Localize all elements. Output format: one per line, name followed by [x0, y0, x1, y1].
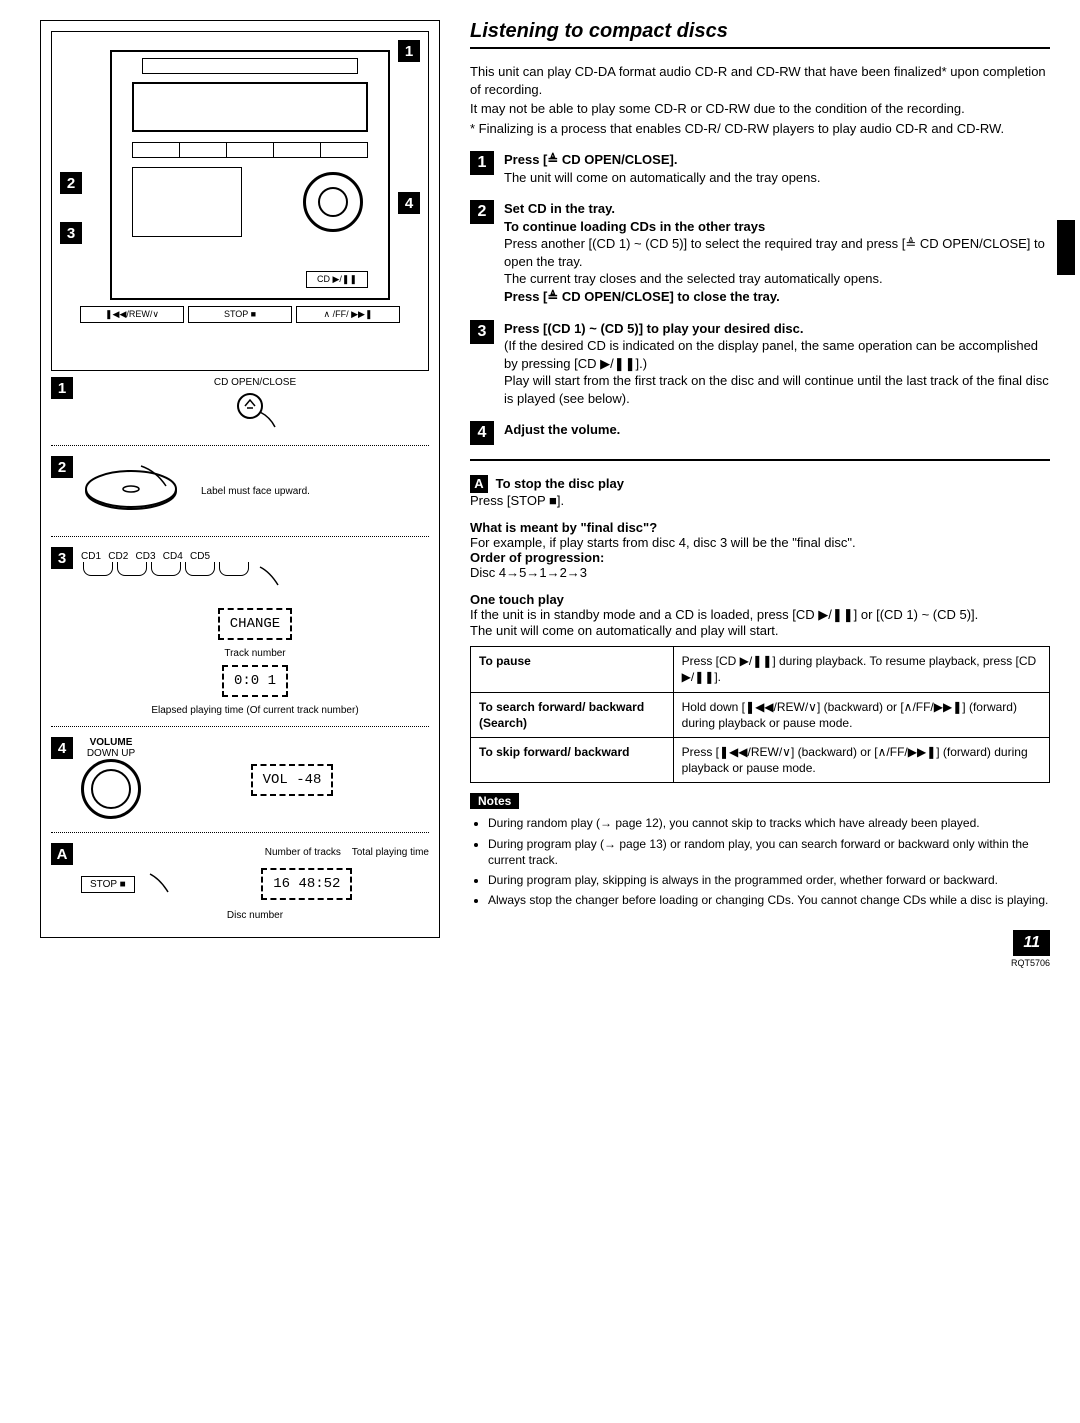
lcd-total: 16 48:52 — [261, 868, 352, 900]
order-label: Order of progression: — [470, 550, 604, 565]
note-item: During program play, skipping is always … — [488, 872, 1050, 888]
stereo-unit-illustration: CD ▶/❚❚ — [110, 50, 390, 300]
lcd-volume: VOL -48 — [251, 764, 334, 796]
total-time-caption: Total playing time — [352, 847, 429, 858]
note-item: During random play (→ page 12), you cann… — [488, 815, 1050, 831]
cd-open-close-label: CD OPEN/CLOSE — [81, 377, 429, 388]
stop-button-label: STOP ■ — [188, 306, 292, 323]
notes-label: Notes — [470, 793, 519, 809]
cd5-label: CD5 — [190, 551, 210, 562]
step-2-title: Set CD in the tray. — [504, 200, 1050, 218]
instructions-column: Compact disc operations Listening to com… — [460, 20, 1050, 938]
ff-button-label: ∧ /FF/ ▶▶❚ — [296, 306, 400, 323]
open-close-button-icon — [230, 392, 280, 432]
skip-label: To skip forward/ backward — [471, 738, 674, 783]
disc-number-caption: Disc number — [81, 910, 429, 921]
stop-button-fig: STOP ■ — [81, 876, 135, 893]
step-1-body: The unit will come on automatically and … — [504, 169, 1050, 187]
table-row: To pause Press [CD ▶/❚❚] during playback… — [471, 647, 1050, 692]
pause-desc: Press [CD ▶/❚❚] during playback. To resu… — [673, 647, 1049, 692]
fig-callout-4: 4 — [51, 737, 73, 759]
note-item: Always stop the changer before loading o… — [488, 892, 1050, 908]
stop-heading: To stop the disc play — [496, 476, 624, 491]
skip-desc: Press [❚◀◀/REW/∨] (backward) or [∧/FF/▶▶… — [673, 738, 1049, 783]
one-touch-body1: If the unit is in standby mode and a CD … — [470, 607, 978, 622]
side-marker — [1057, 220, 1075, 275]
section-title: Listening to compact discs — [470, 20, 1050, 49]
step-4-num: 4 — [470, 421, 494, 445]
fig-callout-a: A — [51, 843, 73, 865]
cd-play-button-label: CD ▶/❚❚ — [306, 271, 368, 288]
cd-insert-icon — [81, 456, 191, 526]
step-2-body3: Press [≜ CD OPEN/CLOSE] to close the tra… — [504, 288, 1050, 306]
step-1-title: Press [≜ CD OPEN/CLOSE]. — [504, 151, 1050, 169]
track-number-caption: Track number — [81, 648, 429, 659]
step-4-title: Adjust the volume. — [504, 421, 1050, 439]
fig-callout-3: 3 — [51, 547, 73, 569]
lcd-time: 0:0 1 — [222, 665, 288, 697]
diagram-column: 1 2 3 4 — [40, 20, 440, 938]
volume-knob-icon — [81, 759, 141, 819]
stop-letter: A — [470, 475, 488, 493]
num-tracks-caption: Number of tracks — [265, 847, 341, 858]
volume-label: VOLUME — [81, 737, 141, 748]
intro-p3: * Finalizing is a process that enables C… — [470, 120, 1050, 138]
search-desc: Hold down [❚◀◀/REW/∨] (backward) or [∧/F… — [673, 692, 1049, 737]
controls-table: To pause Press [CD ▶/❚❚] during playback… — [470, 646, 1050, 783]
callout-1: 1 — [398, 40, 420, 62]
one-touch-title: One touch play — [470, 592, 564, 607]
search-label: To search forward/ backward (Search) — [471, 692, 674, 737]
callout-4: 4 — [398, 192, 420, 214]
order-value: Disc 4→5→1→2→3 — [470, 565, 587, 580]
stop-body: Press [STOP ■]. — [470, 493, 1050, 508]
rew-button-label: ❚◀◀/REW/∨ — [80, 306, 184, 323]
one-touch-body2: The unit will come on automatically and … — [470, 623, 779, 638]
table-row: To search forward/ backward (Search) Hol… — [471, 692, 1050, 737]
final-disc-a: For example, if play starts from disc 4,… — [470, 535, 856, 550]
final-disc-q: What is meant by "final disc"? — [470, 520, 657, 535]
press-hand-icon — [255, 562, 285, 592]
volume-down-up: DOWN UP — [81, 748, 141, 759]
cd4-label: CD4 — [163, 551, 183, 562]
fig-callout-1: 1 — [51, 377, 73, 399]
step-1-num: 1 — [470, 151, 494, 175]
doc-code: RQT5706 — [1011, 958, 1050, 968]
page-footer: 11 RQT5706 — [1011, 930, 1050, 968]
step-2-subtitle: To continue loading CDs in the other tra… — [504, 218, 1050, 236]
pause-label: To pause — [471, 647, 674, 692]
press-hand-icon-2 — [145, 869, 175, 899]
intro-p2: It may not be able to play some CD-R or … — [470, 100, 1050, 118]
callout-2: 2 — [60, 172, 82, 194]
elapsed-caption: Elapsed playing time (Of current track n… — [81, 705, 429, 716]
cd2-label: CD2 — [108, 551, 128, 562]
table-row: To skip forward/ backward Press [❚◀◀/REW… — [471, 738, 1050, 783]
step-2-num: 2 — [470, 200, 494, 224]
step-3-body2: Play will start from the first track on … — [504, 372, 1050, 407]
step-2-body1: Press another [(CD 1) ~ (CD 5)] to selec… — [504, 235, 1050, 270]
cd1-label: CD1 — [81, 551, 101, 562]
cd3-label: CD3 — [136, 551, 156, 562]
intro-text: This unit can play CD-DA format audio CD… — [470, 63, 1050, 137]
step-3-num: 3 — [470, 320, 494, 344]
intro-p1: This unit can play CD-DA format audio CD… — [470, 63, 1050, 98]
fig-callout-2: 2 — [51, 456, 73, 478]
step-2-body2: The current tray closes and the selected… — [504, 270, 1050, 288]
step-3-title: Press [(CD 1) ~ (CD 5)] to play your des… — [504, 320, 1050, 338]
callout-3: 3 — [60, 222, 82, 244]
lcd-change: CHANGE — [218, 608, 292, 640]
note-item: During program play (→ page 13) or rando… — [488, 836, 1050, 868]
label-face-up: Label must face upward. — [201, 486, 310, 497]
page-number: 11 — [1013, 930, 1050, 956]
notes-list: During random play (→ page 12), you cann… — [488, 815, 1050, 908]
step-3-body1: (If the desired CD is indicated on the d… — [504, 337, 1050, 372]
